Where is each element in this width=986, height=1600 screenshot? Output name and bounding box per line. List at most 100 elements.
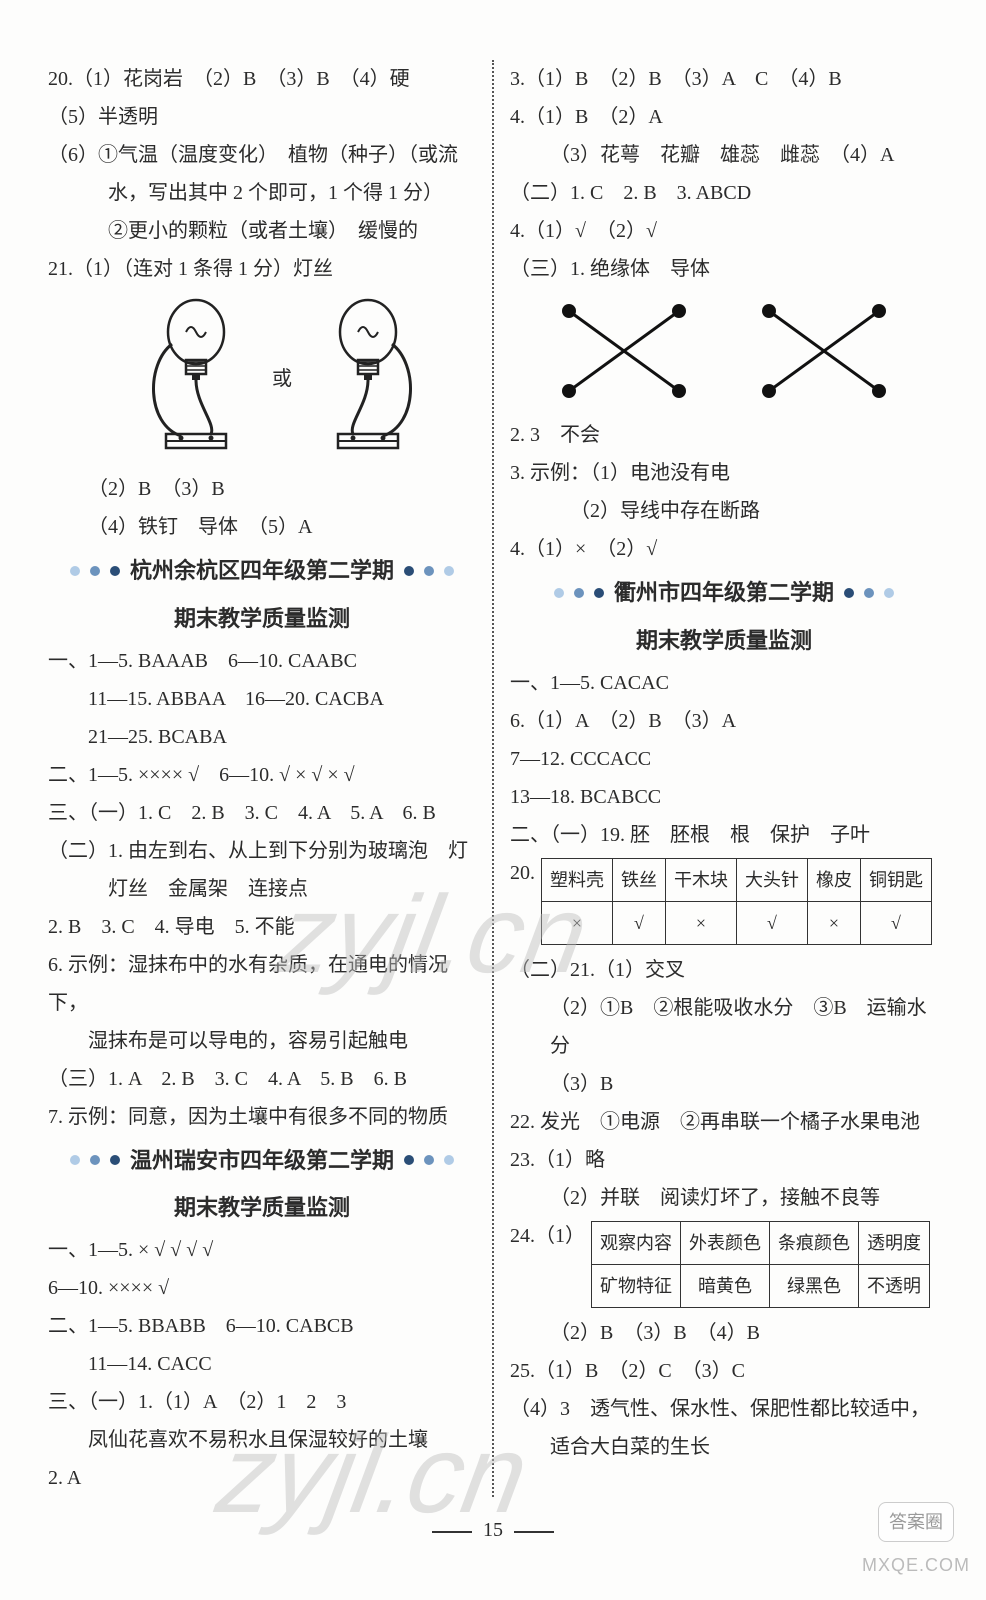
bullet-icon: [844, 588, 854, 598]
s1-l11: 7. 示例：同意，因为土壤中有很多不同的物质: [48, 1098, 476, 1136]
bullet-icon: [594, 588, 604, 598]
s3c-l0: （2）B （3）B （4）B: [510, 1314, 938, 1352]
r-t5: （三）1. 绝缘体 导体: [510, 250, 938, 288]
cross-diagram-1: [549, 296, 699, 406]
cross-match-diagrams: [510, 296, 938, 406]
q20-line-1: 20.（1）花岗岩 （2）B （3）B （4）硬: [48, 60, 476, 98]
s1-l7: 2. B 3. C 4. 导电 5. 不能: [48, 908, 476, 946]
two-column-layout: 20.（1）花岗岩 （2）B （3）B （4）硬 （5）半透明 （6）①气温（温…: [48, 60, 938, 1497]
table-cell: 外表颜色: [681, 1221, 770, 1264]
table-cell: 暗黄色: [681, 1265, 770, 1308]
table-cell: 观察内容: [592, 1221, 681, 1264]
table-cell: 橡皮: [808, 858, 861, 901]
bullet-icon: [574, 588, 584, 598]
s3a-l1: 6.（1）A （2）B （3）A: [510, 702, 938, 740]
table-cell: 大头针: [737, 858, 808, 901]
s3c-l1: 25.（1）B （2）C （3）C: [510, 1352, 938, 1390]
s3b-l4: 23.（1）略: [510, 1141, 938, 1179]
s2-l5: 凤仙花喜欢不易积水且保湿较好的土壤: [48, 1421, 476, 1459]
section-title-3b: 期末教学质量监测: [510, 620, 938, 662]
r-ac3: 4.（1）× （2）√: [510, 530, 938, 568]
s3b-l0: （二）21.（1）交叉: [510, 951, 938, 989]
s2-l6: 2. A: [48, 1459, 476, 1497]
table-cell: √: [613, 901, 666, 944]
s3c-l3: 适合大白菜的生长: [510, 1428, 938, 1466]
bullet-icon: [424, 566, 434, 576]
q21-line-2: （2）B （3）B: [48, 470, 476, 508]
s1-l1: 11—15. ABBAA 16—20. CACBA: [48, 680, 476, 718]
bullet-icon: [404, 1155, 414, 1165]
r-t1: 4.（1）B （2）A: [510, 98, 938, 136]
section-header-3: 衢州市四年级第二学期: [510, 572, 938, 614]
s1-l4: 三、（一）1. C 2. B 3. C 4. A 5. A 6. B: [48, 794, 476, 832]
s1-l10: （三）1. A 2. B 3. C 4. A 5. B 6. B: [48, 1060, 476, 1098]
left-column: 20.（1）花岗岩 （2）B （3）B （4）硬 （5）半透明 （6）①气温（温…: [48, 60, 492, 1497]
bulb-diagram-group: 或: [88, 294, 476, 464]
s1-l2: 21—25. BCABA: [48, 718, 476, 756]
footer-branding: 答案圈 MXQE.COM: [862, 1502, 970, 1582]
section-header-2: 温州瑞安市四年级第二学期: [48, 1140, 476, 1182]
bullet-icon: [444, 566, 454, 576]
table-20: 塑料壳 铁丝 干木块 大头针 橡皮 铜钥匙 × √ × √ × √: [541, 858, 932, 945]
bullet-icon: [70, 1155, 80, 1165]
table-cell: 条痕颜色: [770, 1221, 859, 1264]
s1-l0: 一、1—5. BAAAB 6—10. CAABC: [48, 642, 476, 680]
r-t0: 3.（1）B （2）B （3）A C （4）B: [510, 60, 938, 98]
bullet-icon: [884, 588, 894, 598]
s3a-l3: 13—18. BCABCC: [510, 778, 938, 816]
r-t4: 4.（1）√ （2）√: [510, 212, 938, 250]
answer-badge: 答案圈: [878, 1502, 954, 1542]
dash-icon: [432, 1531, 472, 1533]
s2-l0: 一、1—5. × √ √ √ √: [48, 1231, 476, 1269]
s3b-l1: （2）①B ②根能吸收水分 ③B 运输水分: [510, 989, 938, 1065]
table-cell: 铜钥匙: [861, 858, 932, 901]
section-title-2a: 温州瑞安市四年级第二学期: [130, 1140, 394, 1182]
dash-icon: [514, 1531, 554, 1533]
cross-diagram-2: [749, 296, 899, 406]
mxqe-url: MXQE.COM: [862, 1548, 970, 1582]
table-cell: 矿物特征: [592, 1265, 681, 1308]
table-cell: ×: [666, 901, 737, 944]
s1-l8: 6. 示例：湿抹布中的水有杂质，在通电的情况下，: [48, 946, 476, 1022]
table-row: 塑料壳 铁丝 干木块 大头针 橡皮 铜钥匙: [542, 858, 932, 901]
or-separator: 或: [266, 360, 298, 398]
bullet-icon: [404, 566, 414, 576]
table-row: 观察内容 外表颜色 条痕颜色 透明度: [592, 1221, 930, 1264]
bullet-icon: [424, 1155, 434, 1165]
q20-line-4: 水，写出其中 2 个即可，1 个得 1 分）: [48, 174, 476, 212]
table-cell: 铁丝: [613, 858, 666, 901]
q21-line-1: 21.（1）（连对 1 条得 1 分）灯丝: [48, 250, 476, 288]
table-cell: ×: [542, 901, 613, 944]
s3c-l2: （4）3 透气性、保水性、保肥性都比较适中，: [510, 1390, 938, 1428]
table24-label: 24.（1）: [510, 1217, 585, 1255]
bulb-diagram-right: [308, 294, 428, 464]
page-root: zyjl.cn zyjl.cn 20.（1）花岗岩 （2）B （3）B （4）硬…: [0, 0, 986, 1600]
section-title-2b: 期末教学质量监测: [48, 1187, 476, 1229]
page-number-value: 15: [483, 1519, 503, 1541]
r-ac0: 2. 3 不会: [510, 416, 938, 454]
table-cell: ×: [808, 901, 861, 944]
bullet-icon: [70, 566, 80, 576]
bullet-icon: [110, 1155, 120, 1165]
s2-l1: 6—10. ×××× √: [48, 1269, 476, 1307]
page-number: 15: [48, 1511, 938, 1549]
r-t3: （二）1. C 2. B 3. ABCD: [510, 174, 938, 212]
q20-line-3: （6）①气温（温度变化） 植物（种子）（或流: [48, 136, 476, 174]
s3b-l5: （2）并联 阅读灯坏了，接触不良等: [510, 1179, 938, 1217]
bulb-diagram-left: [136, 294, 256, 464]
table-cell: 不透明: [859, 1265, 930, 1308]
s1-l9: 湿抹布是可以导电的，容易引起触电: [48, 1022, 476, 1060]
q20-line-5: ②更小的颗粒（或者土壤） 缓慢的: [48, 212, 476, 250]
table-cell: √: [737, 901, 808, 944]
section-header-1: 杭州余杭区四年级第二学期: [48, 550, 476, 592]
table-row: 矿物特征 暗黄色 绿黑色 不透明: [592, 1265, 930, 1308]
table-cell: 干木块: [666, 858, 737, 901]
table-cell: √: [861, 901, 932, 944]
s3a-l4: 二、（一）19. 胚 胚根 根 保护 子叶: [510, 816, 938, 854]
right-column: 3.（1）B （2）B （3）A C （4）B 4.（1）B （2）A （3）花…: [494, 60, 938, 1497]
section-title-3a: 衢州市四年级第二学期: [614, 572, 834, 614]
bullet-icon: [864, 588, 874, 598]
table-row: × √ × √ × √: [542, 901, 932, 944]
s2-l2: 二、1—5. BBABB 6—10. CABCB: [48, 1307, 476, 1345]
s2-l4: 三、（一）1.（1）A （2）1 2 3: [48, 1383, 476, 1421]
